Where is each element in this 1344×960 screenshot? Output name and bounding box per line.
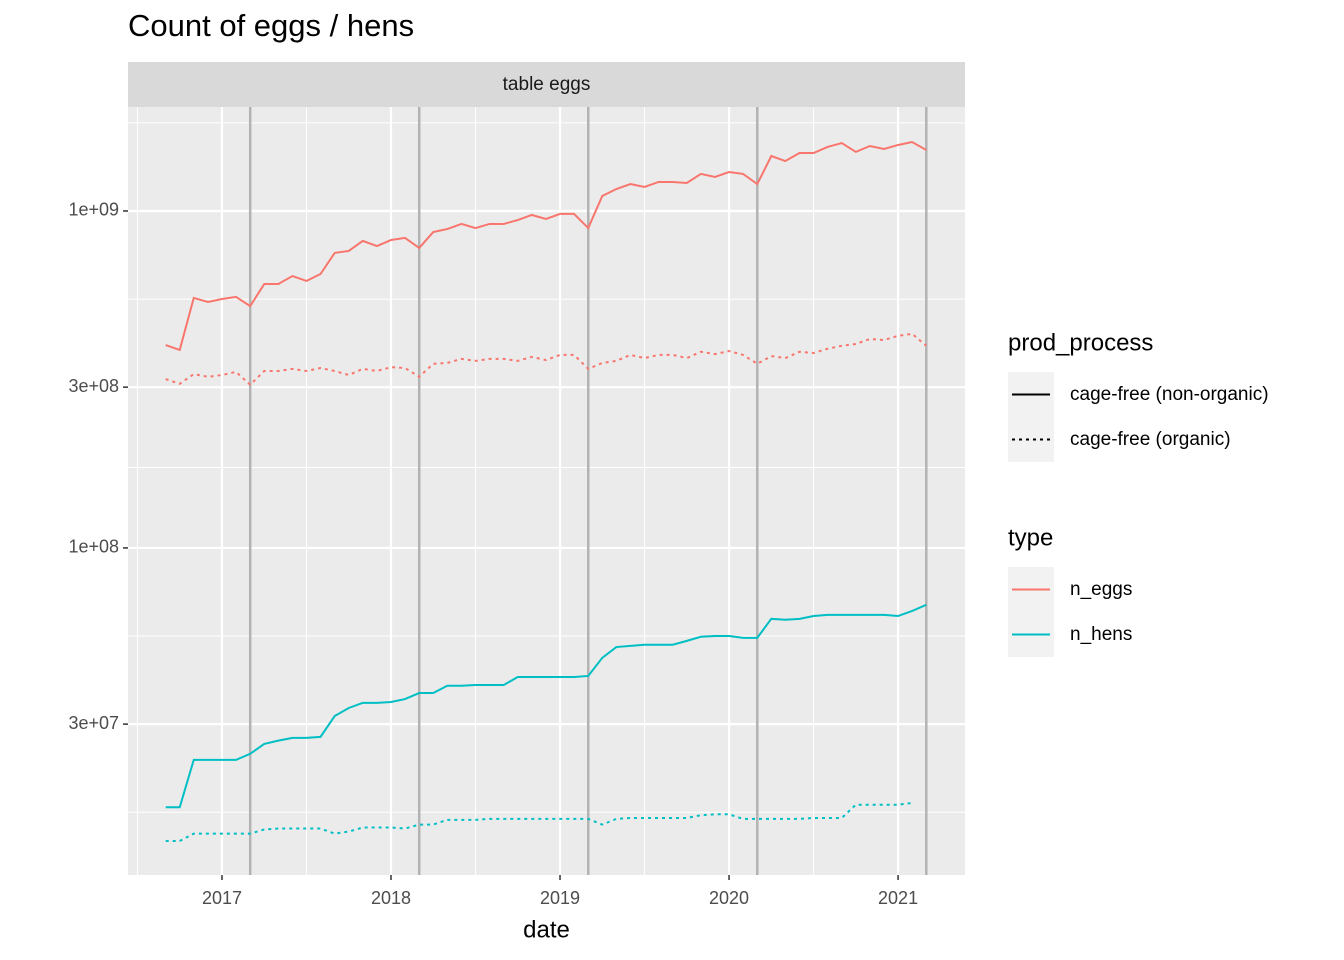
y-tick-label: 1e+09: [68, 200, 119, 220]
series-line: [165, 140, 927, 352]
legend-title: prod_process: [1008, 329, 1153, 356]
series-line: [165, 603, 927, 809]
y-tick-label: 3e+07: [68, 713, 119, 733]
chart-title: Count of eggs / hens: [128, 8, 414, 43]
legend-label: cage-free (non-organic): [1070, 384, 1269, 405]
legend-label: n_eggs: [1070, 579, 1132, 600]
x-tick-label: 2018: [371, 888, 411, 908]
x-tick-label: 2017: [202, 888, 242, 908]
series-line: [165, 332, 927, 387]
x-axis-label: date: [523, 916, 570, 943]
x-tick-label: 2021: [878, 888, 918, 908]
facet-strip: [128, 62, 965, 107]
x-tick-label: 2019: [540, 888, 580, 908]
series-line: [165, 802, 913, 842]
x-tick-label: 2020: [709, 888, 749, 908]
legend-key: [1008, 417, 1054, 462]
y-tick-label: 3e+08: [68, 376, 119, 396]
legend-label: n_hens: [1070, 624, 1132, 645]
plot-panel: [128, 107, 965, 875]
legend-label: cage-free (organic): [1070, 429, 1231, 450]
y-tick-label: 1e+08: [68, 537, 119, 557]
facet-label: table eggs: [503, 74, 591, 95]
legend-title: type: [1008, 524, 1053, 551]
